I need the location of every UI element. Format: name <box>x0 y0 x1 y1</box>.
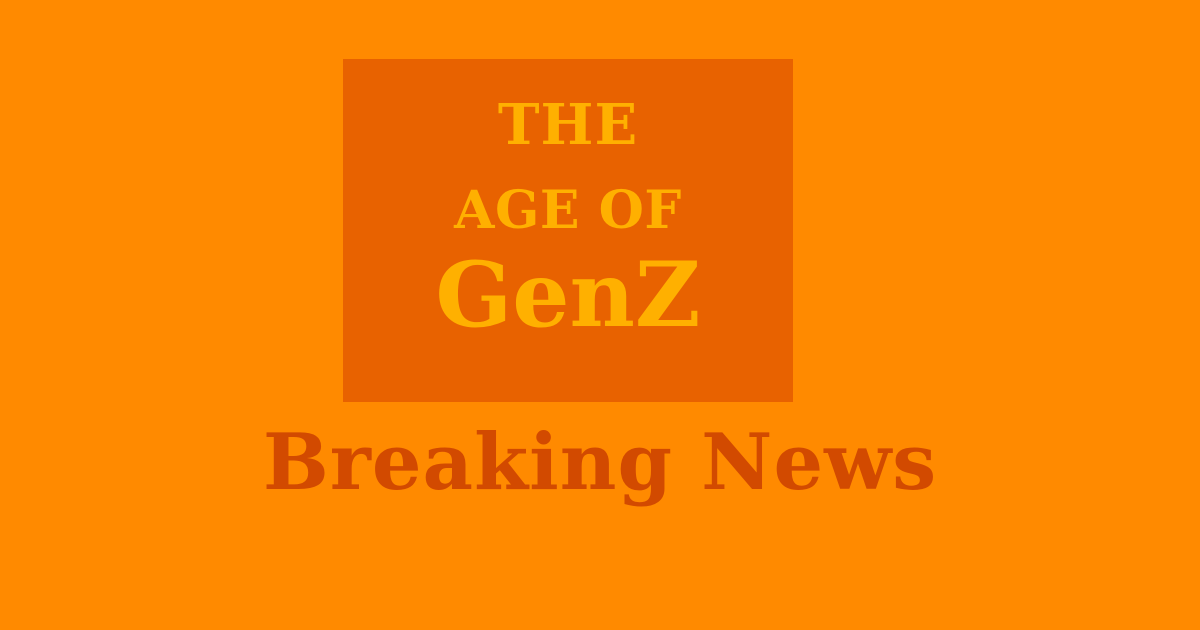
headline: Breaking News <box>262 417 938 508</box>
logo-line-2: AGE OF <box>454 180 682 241</box>
logo-line-3: GenZ <box>435 242 701 348</box>
logo-box: THE AGE OF GenZ <box>343 59 793 402</box>
logo-line-1: THE <box>497 92 639 158</box>
